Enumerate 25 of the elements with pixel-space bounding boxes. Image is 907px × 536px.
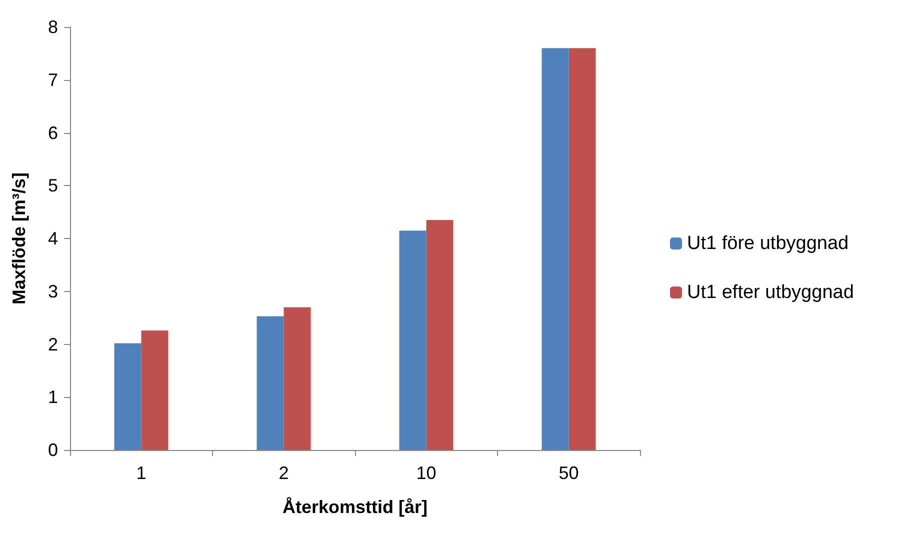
x-tick-label: 2 — [278, 463, 289, 483]
y-tick-label: 2 — [48, 334, 58, 354]
y-tick-label: 7 — [48, 70, 58, 90]
y-tick-label: 4 — [48, 228, 58, 248]
x-tick-label: 50 — [558, 463, 579, 483]
bar — [542, 48, 569, 450]
y-tick-label: 6 — [48, 122, 58, 143]
bar — [114, 343, 142, 450]
y-tick-label: 8 — [48, 17, 58, 37]
x-tick-label: 10 — [416, 463, 436, 483]
bar — [284, 307, 311, 450]
legend-label: Ut1 efter utbyggnad — [687, 282, 854, 303]
bar — [568, 48, 596, 450]
y-axis-title: Maxflöde [m³/s] — [9, 172, 29, 305]
y-tick-label: 0 — [48, 440, 58, 460]
bar — [256, 316, 284, 450]
x-axis-title: Återkomsttid [år] — [282, 497, 428, 517]
bar — [399, 230, 426, 450]
bar — [141, 330, 168, 450]
bar — [426, 220, 454, 450]
legend-label: Ut1 före utbyggnad — [687, 233, 849, 254]
y-tick-label: 3 — [48, 281, 58, 302]
y-tick-label: 1 — [48, 387, 58, 408]
y-tick-label: 5 — [48, 176, 58, 196]
x-tick-label: 1 — [136, 463, 146, 483]
